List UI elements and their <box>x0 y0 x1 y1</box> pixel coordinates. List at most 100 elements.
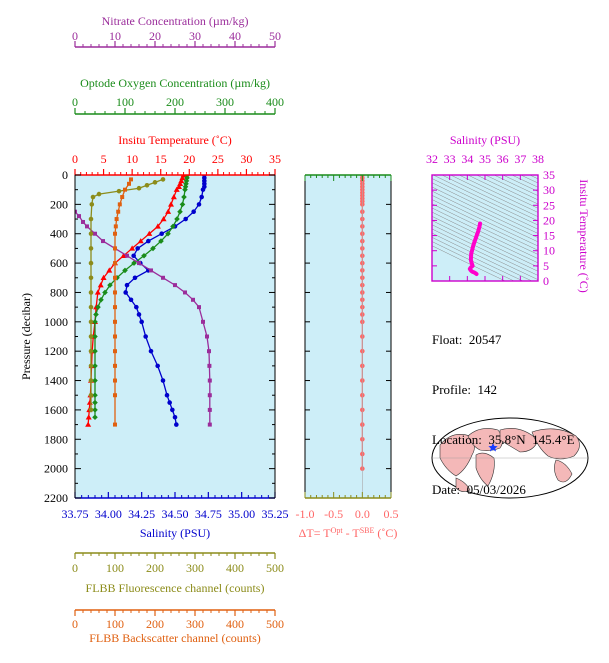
temperature-point <box>146 230 153 236</box>
delta-t-tick-label: 0.5 <box>384 507 399 521</box>
fluorescence-tick-label: 300 <box>186 561 204 575</box>
delta-t-axis-title: ΔT= TOpt - TSBE (˚C) <box>299 526 398 541</box>
fluorescence-point <box>88 246 94 251</box>
fluorescence-line <box>90 178 164 410</box>
nitrate-tick-label: 0 <box>72 29 78 43</box>
backscatter-point <box>129 177 133 182</box>
fluorescence-point <box>88 319 94 325</box>
ts-y-tick-label: 10 <box>543 244 555 258</box>
nitrate-point <box>207 422 212 427</box>
ts-contour-line <box>432 228 538 280</box>
backscatter-point <box>113 261 117 266</box>
float-location-marker <box>488 443 498 452</box>
temperature-point <box>85 414 92 420</box>
salinity-point <box>170 407 175 413</box>
location-row: Location: 35.8°N 145.4°E <box>432 432 575 448</box>
temperature-point <box>85 421 92 427</box>
fluorescence-point <box>152 180 158 185</box>
oxygen-point <box>92 392 98 399</box>
nitrate-point <box>191 297 195 302</box>
fluorescence-point <box>136 185 142 191</box>
ts-x-tick-label: 37 <box>514 152 526 166</box>
salinity-point <box>172 414 178 420</box>
backscatter-point <box>113 349 117 354</box>
ts-line <box>467 221 483 277</box>
backscatter-tick-label: 400 <box>226 617 244 631</box>
temperature-tick-label: 5 <box>101 152 107 166</box>
fluorescence-point <box>88 363 94 369</box>
salinity-tick-label: 35.00 <box>228 507 255 521</box>
oxygen-point <box>174 216 180 222</box>
temperature-point <box>129 245 136 251</box>
backscatter-tick-label: 100 <box>106 617 124 631</box>
ts-contour-line <box>476 175 538 205</box>
fluorescence-point <box>88 260 94 266</box>
backscatter-series <box>113 177 133 427</box>
float-label: Float: <box>432 332 463 347</box>
temperature-point <box>176 183 182 189</box>
pressure-tick-label: 2000 <box>44 462 68 476</box>
temperature-point <box>137 238 144 244</box>
fluorescence-tick-label: 500 <box>266 561 284 575</box>
nitrate-tick-label: 50 <box>269 29 281 43</box>
fluorescence-tick-label: 0 <box>72 561 78 575</box>
backscatter-point <box>117 202 122 207</box>
ts-contour-line <box>432 175 538 226</box>
nitrate-point <box>207 378 212 383</box>
oxygen-point <box>150 245 156 252</box>
fluorescence-axis-title: FLBB Fluorescence channel (counts) <box>86 581 265 595</box>
ts-contour-line <box>441 175 538 222</box>
ts-x-tick-label: 35 <box>479 152 491 166</box>
ts-contour-line <box>432 245 506 281</box>
fluorescence-point <box>89 202 95 207</box>
ts-y-axis-title: Insitu Temperature (˚C) <box>577 179 591 293</box>
nitrate-point <box>137 261 141 266</box>
ts-contour-line <box>432 199 538 251</box>
oxygen-point <box>92 363 98 369</box>
fluorescence-point <box>90 194 96 200</box>
backscatter-point <box>127 181 131 186</box>
nitrate-tick-label: 20 <box>149 29 161 43</box>
temperature-tick-label: 0 <box>72 152 78 166</box>
salinity-point <box>174 422 179 427</box>
delta-t-tick-label: 0.0 <box>355 507 370 521</box>
temperature-tick-label: 20 <box>183 152 195 166</box>
oxygen-axis-title: Optode Oxygen Concentration (µm/kg) <box>80 76 270 90</box>
oxygen-series <box>92 175 191 421</box>
backscatter-point <box>113 393 117 398</box>
backscatter-point <box>113 378 117 383</box>
backscatter-point <box>113 363 117 368</box>
temperature-point <box>170 194 177 200</box>
backscatter-tick-label: 500 <box>266 617 284 631</box>
oxygen-point <box>170 223 176 230</box>
backscatter-tick-label: 200 <box>146 617 164 631</box>
pressure-tick-label: 2200 <box>44 491 68 505</box>
fluorescence-point <box>160 177 166 182</box>
oxygen-point <box>177 208 183 215</box>
ts-y-tick-label: 15 <box>543 229 555 243</box>
oxygen-tick-label: 300 <box>216 95 234 109</box>
backscatter-point <box>123 187 127 192</box>
profile-label: Profile: <box>432 382 471 397</box>
ts-contour-line <box>412 114 558 184</box>
ts-contour-line <box>432 232 533 281</box>
date-value: 05/03/2026 <box>466 482 526 497</box>
backscatter-point <box>113 224 118 229</box>
pressure-tick-label: 800 <box>50 285 68 299</box>
salinity-point <box>123 290 128 295</box>
oxygen-point <box>158 238 164 244</box>
pressure-tick-label: 400 <box>50 227 68 241</box>
oxygen-point <box>92 414 98 421</box>
oxygen-point <box>165 230 171 237</box>
nitrate-point <box>201 319 205 324</box>
location-label: Location: <box>432 432 482 447</box>
nitrate-tick-label: 40 <box>229 29 241 43</box>
location-value: 35.8°N 145.4°E <box>488 432 575 447</box>
ts-series <box>467 221 483 277</box>
nitrate-axis-title: Nitrate Concentration (µm/kg) <box>102 14 249 28</box>
fluorescence-point <box>88 231 94 237</box>
nitrate-point <box>75 209 77 214</box>
temperature-point <box>100 274 107 280</box>
map-landmass <box>439 434 475 477</box>
backscatter-tick-label: 300 <box>186 617 204 631</box>
